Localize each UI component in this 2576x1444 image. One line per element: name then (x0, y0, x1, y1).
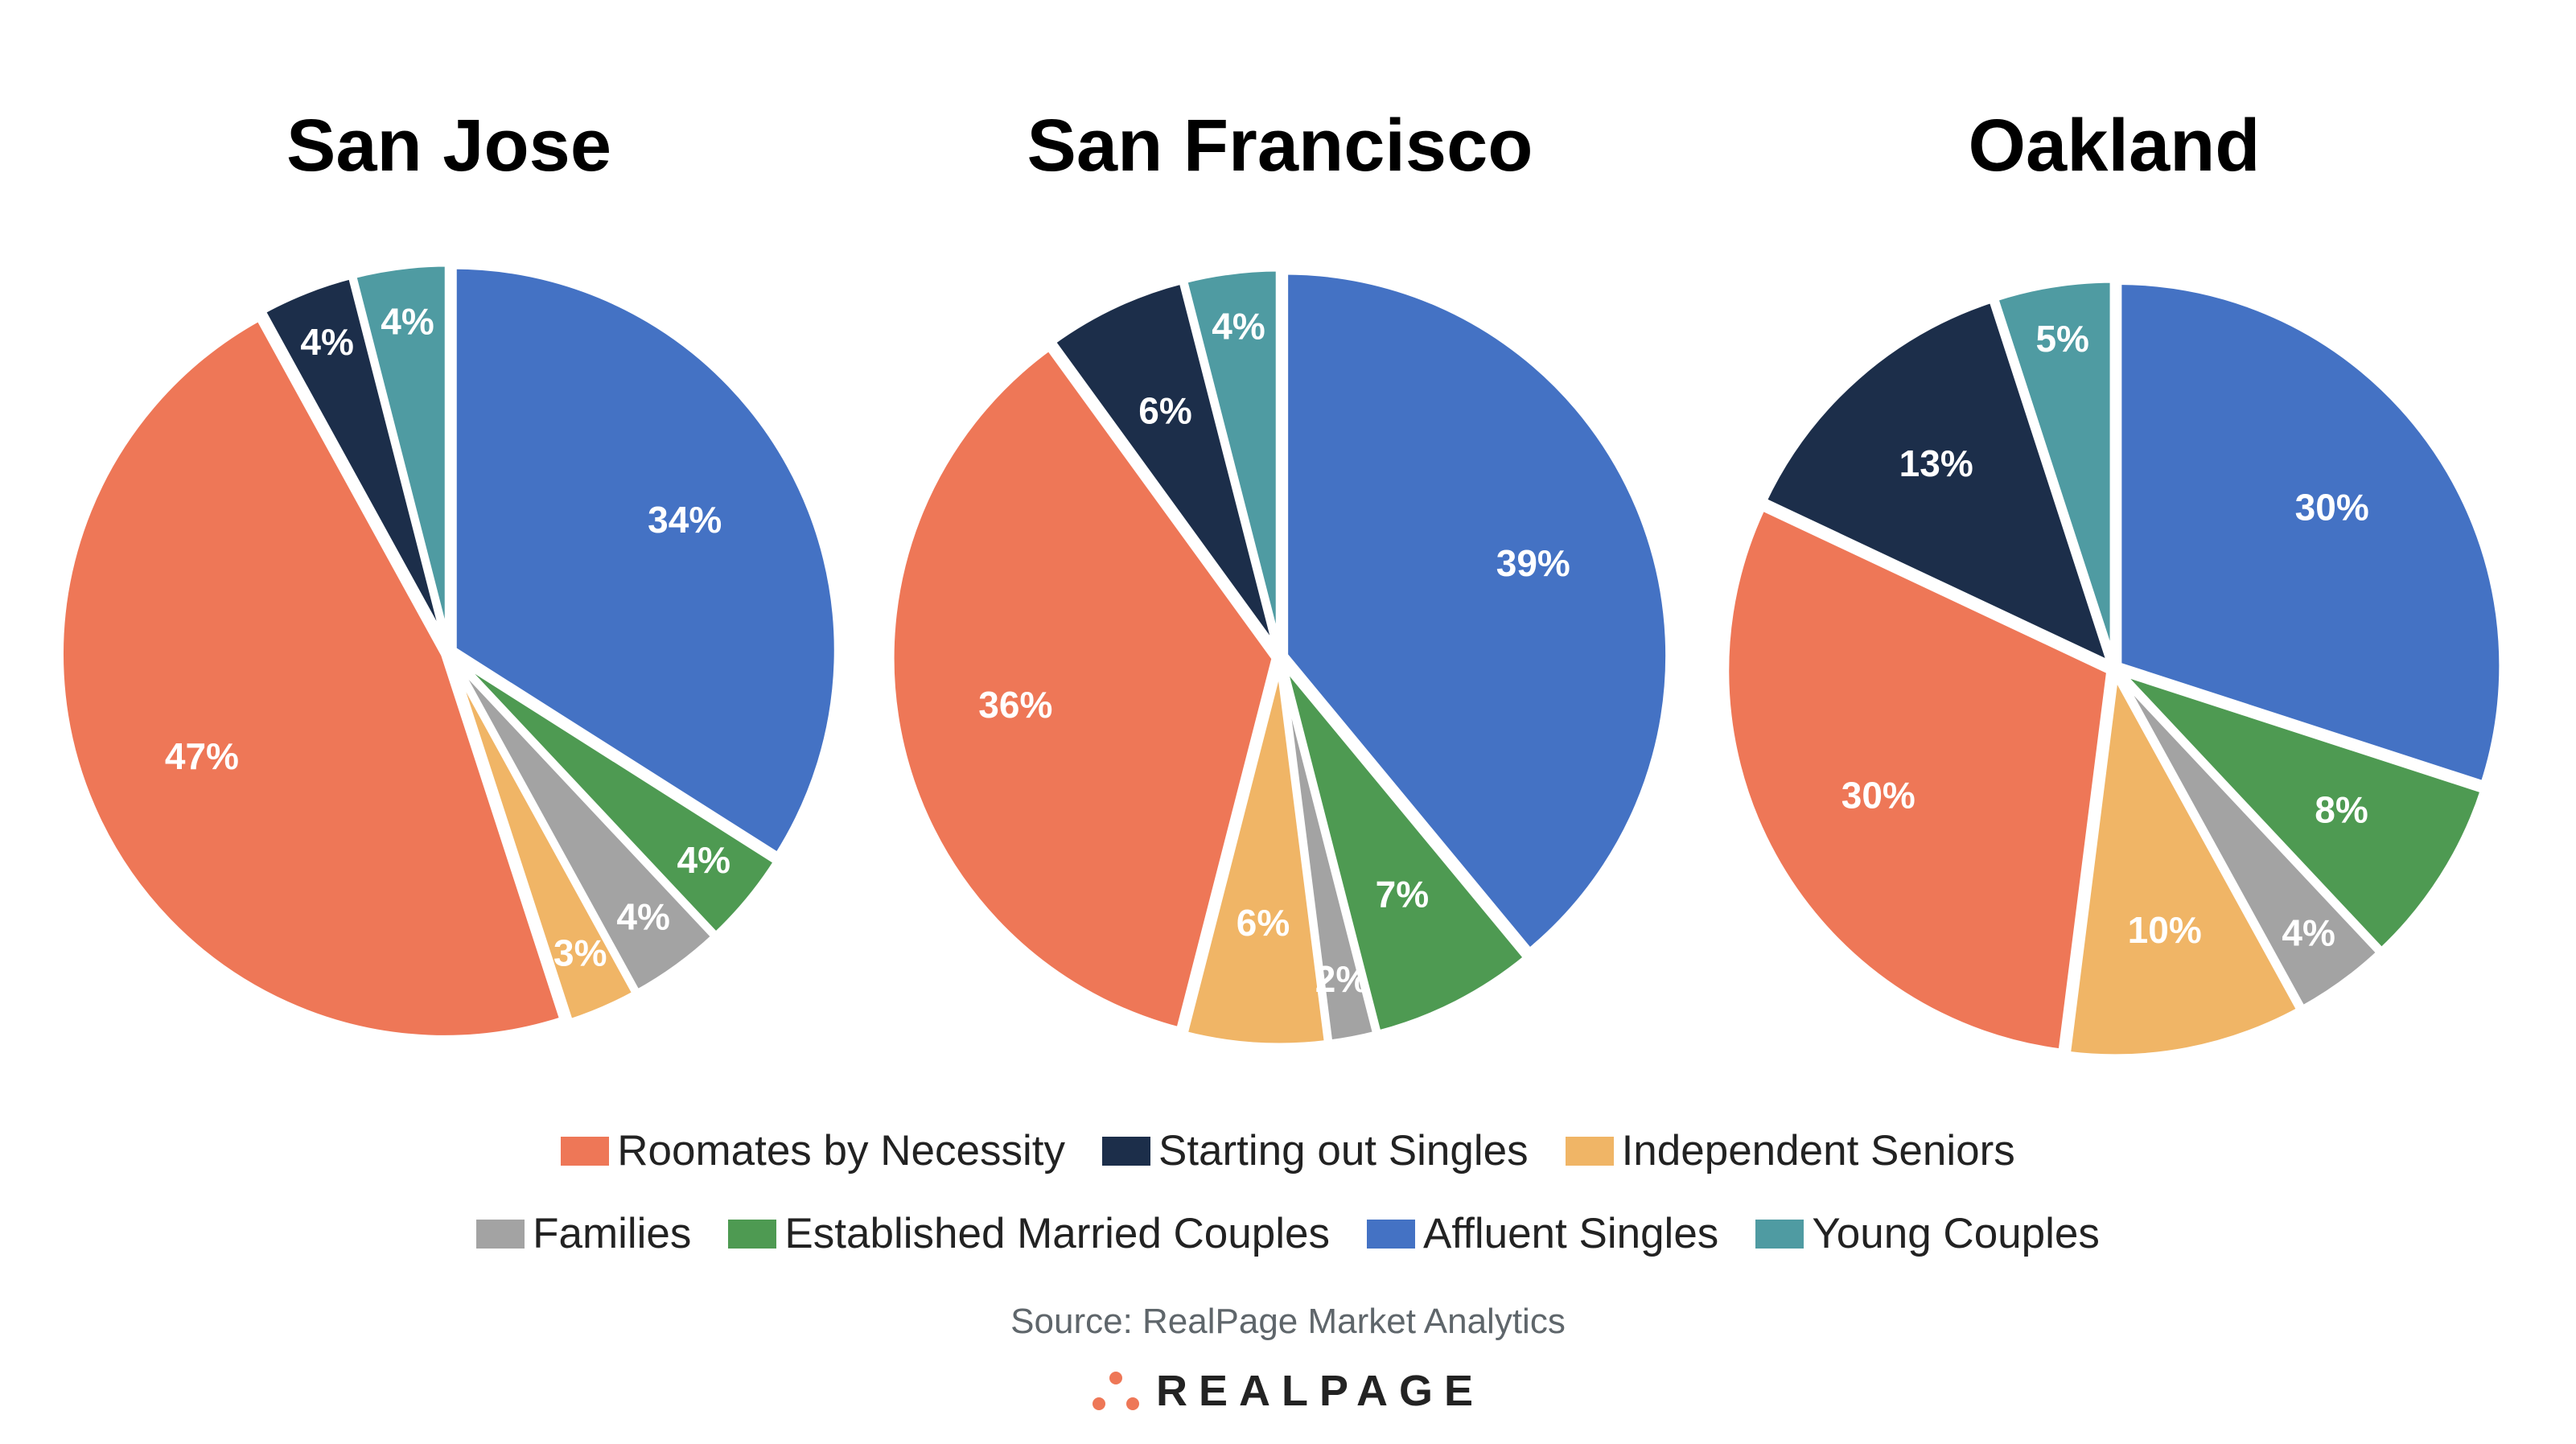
chart-title: Oakland (1968, 105, 2260, 187)
legend-label: Families (533, 1210, 692, 1257)
data-label: 4% (2282, 912, 2335, 954)
legend-swatch (1755, 1219, 1804, 1249)
data-label: 7% (1376, 873, 1429, 915)
legend-label: Independent Seniors (1621, 1127, 2015, 1175)
pie-slice-established-married-couples (1278, 659, 1533, 1039)
chart-title: San Jose (286, 105, 611, 187)
pie-slice-young-couples (348, 259, 452, 649)
legend-label: Affluent Singles (1422, 1210, 1719, 1257)
legend-swatch (561, 1136, 610, 1166)
legend-swatch (728, 1219, 777, 1249)
source-note: Source: RealPage Market Analytics (1010, 1302, 1566, 1341)
legend-item: Affluent Singles (1366, 1209, 1719, 1258)
data-label: 39% (1496, 542, 1570, 584)
legend-label: Starting out Singles (1158, 1127, 1529, 1175)
pie-slice-young-couples (1179, 264, 1283, 654)
data-label: 6% (1237, 902, 1290, 944)
data-label: 4% (381, 300, 434, 342)
data-label: 13% (1899, 442, 1973, 484)
data-label: 6% (1138, 389, 1191, 431)
data-label: 4% (677, 839, 730, 881)
legend-item: Established Married Couples (728, 1209, 1330, 1258)
data-label: 8% (2315, 788, 2368, 830)
legend-item: Young Couples (1755, 1209, 2100, 1258)
data-label: 4% (1212, 305, 1265, 347)
realpage-logo: REALPAGE (0, 1366, 2576, 1416)
pie-slice-young-couples (1990, 275, 2117, 665)
legend-label: Young Couples (1812, 1210, 2100, 1257)
data-label: 10% (2128, 909, 2202, 951)
pie-slice-starting-out-singles (1047, 276, 1282, 656)
pie-slice-affluent-singles (1281, 267, 1673, 957)
legend-swatch (1366, 1219, 1415, 1249)
pie-slice-independent-seniors (2063, 661, 2306, 1062)
pie-slice-affluent-singles (449, 261, 842, 862)
pie-slice-established-married-couples (2115, 667, 2489, 957)
legend-item: Families (476, 1209, 691, 1258)
legend-item: Independent Seniors (1565, 1126, 2015, 1175)
legend-swatch (476, 1219, 525, 1249)
legend-label: Established Married Couples (784, 1210, 1330, 1257)
legend-item: Starting out Singles (1101, 1126, 1529, 1175)
data-label: 4% (300, 321, 353, 363)
data-label: 5% (2035, 318, 2088, 360)
pie-slice-starting-out-singles (1758, 294, 2117, 672)
legend-swatch (1101, 1136, 1150, 1166)
legend-label: Roomates by Necessity (617, 1127, 1065, 1175)
data-label: 4% (616, 896, 669, 938)
legend-row: Roomates by Necessity Starting out Single… (0, 1126, 2576, 1175)
legend-swatch (1565, 1136, 1614, 1166)
pie-slice-roomates-by-necessity (56, 312, 568, 1043)
data-label: 30% (1841, 774, 1916, 816)
data-label: 34% (648, 499, 722, 541)
data-label: 3% (553, 932, 607, 973)
pie-slice-independent-seniors (1179, 660, 1332, 1051)
data-label: 47% (165, 735, 239, 777)
logo-dots-icon (1092, 1372, 1139, 1410)
pie-slice-roomates-by-necessity (1722, 502, 2114, 1057)
pie-slice-affluent-singles (2114, 277, 2507, 789)
data-label: 36% (978, 684, 1052, 726)
legend-row: Families Established Married Couples Afflu… (0, 1209, 2576, 1258)
chart-title: San Francisco (1027, 105, 1533, 187)
logo-text: REALPAGE (1155, 1367, 1485, 1415)
legend-item: Roomates by Necessity (561, 1126, 1065, 1175)
data-label: 2% (1315, 958, 1368, 1000)
data-label: 30% (2295, 486, 2369, 528)
pie-slice-independent-seniors (447, 655, 641, 1027)
pie-slice-roomates-by-necessity (887, 342, 1279, 1035)
